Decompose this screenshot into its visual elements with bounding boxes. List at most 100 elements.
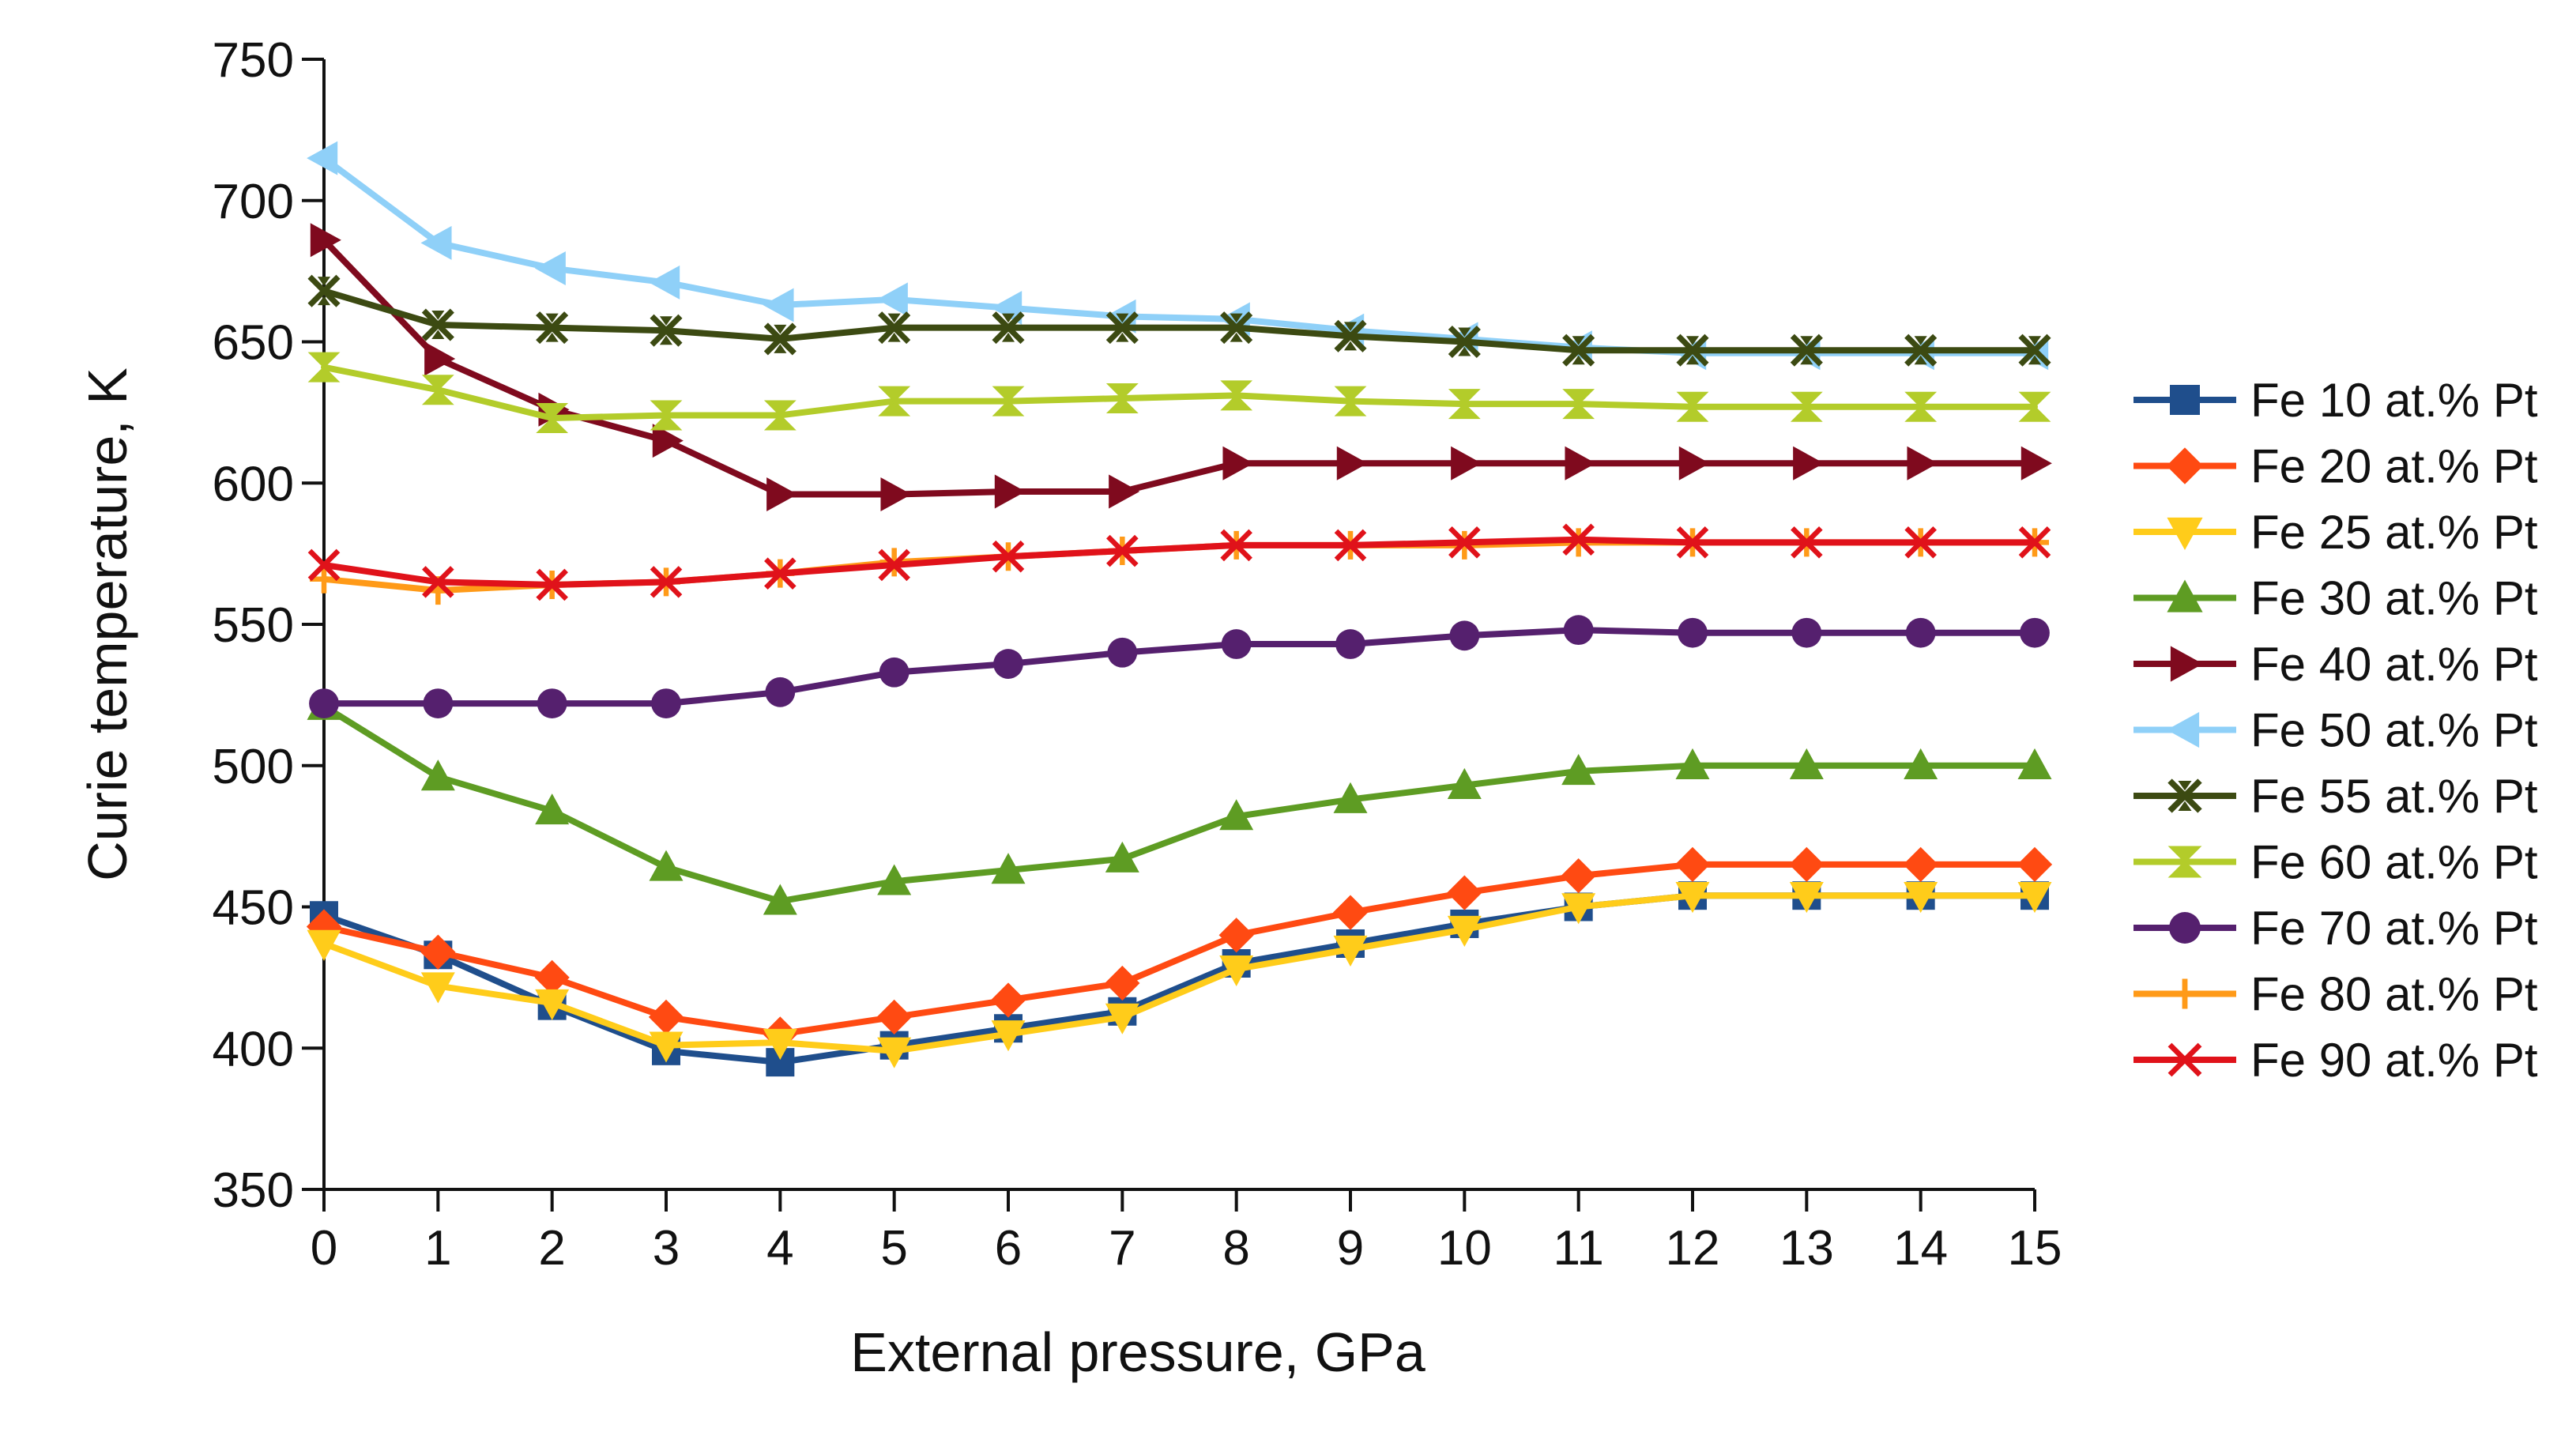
data-point [309,688,339,718]
data-point-cap [1230,313,1243,323]
x-tick-label: 1 [424,1221,451,1276]
x-tick-label: 0 [311,1221,337,1276]
data-point [1218,918,1254,953]
data-point [992,540,1025,573]
y-tick-label: 400 [213,1022,294,1076]
data-point [1334,386,1367,416]
data-point [876,282,908,317]
legend-label: Fe 80 at.% Pt [2250,968,2538,1021]
legend-entry: Fe 10 at.% Pt [2133,374,2538,427]
x-tick-label: 13 [1779,1221,1834,1276]
data-point [1674,846,1711,882]
data-point [1793,446,1825,481]
data-point [1221,629,1252,659]
series-line [321,861,2038,1038]
data-point [1789,748,1824,779]
data-point-cap [1685,336,1700,345]
data-point [537,688,567,718]
data-point [1105,965,1140,1001]
y-tick-label: 450 [213,881,294,936]
data-point [1675,882,1710,914]
y-tick-label: 550 [213,598,294,653]
data-point [652,424,684,458]
legend-entry: Fe 30 at.% Pt [2133,572,2538,625]
data-point [650,566,683,598]
legend-label: Fe 40 at.% Pt [2250,638,2538,691]
data-point-cap [1572,355,1585,365]
legend: Fe 10 at.% Pt Fe 20 at.% Pt Fe 25 at.% Pt F… [2133,374,2538,1087]
data-point [1565,446,1596,481]
data-point [310,223,341,258]
legend-marker [2170,385,2200,415]
data-point [1447,767,1482,799]
data-point [878,548,910,582]
y-tick-label: 600 [213,457,294,511]
data-point [1676,334,1709,367]
data-point [1789,846,1825,882]
legend-label: Fe 90 at.% Pt [2250,1034,2538,1087]
data-point [420,225,452,260]
data-point [991,853,1026,884]
data-point [1332,895,1369,930]
data-point [765,677,796,707]
series-4 [307,688,2052,915]
series-9 [309,615,2050,718]
y-tick-label: 650 [213,316,294,371]
series-8 [307,352,2051,434]
legend-marker [2167,1042,2202,1077]
data-point [763,322,797,356]
series-5 [310,223,2052,512]
y-axis-title: Curie temperature, K [77,367,138,881]
data-point [1105,1003,1139,1035]
data-point [994,474,1026,509]
data-point [1791,526,1823,559]
data-point-cap [431,311,445,320]
series-line [321,892,2038,1066]
legend-marker [2166,447,2204,484]
series-2 [306,846,2053,1052]
data-point [1904,526,1937,559]
data-point-cap [1914,336,1927,345]
data-point-cap [2028,336,2042,345]
data-point [421,375,454,405]
series-line [321,892,2038,1054]
legend-marker [2169,912,2201,944]
data-point [536,403,569,434]
data-point [878,311,911,345]
x-tick-label: 10 [1437,1221,1492,1276]
data-point [1220,529,1252,562]
data-point [650,314,683,347]
data-point [1903,846,1938,882]
y-tick-label: 500 [213,740,294,794]
data-point [2021,446,2052,481]
legend-entry: Fe 80 at.% Pt [2133,968,2538,1021]
data-point [1678,617,1708,648]
data-point [1790,391,1823,422]
data-point [2018,526,2051,559]
data-point [649,265,680,300]
data-point [876,999,912,1035]
series-1 [310,881,2049,1077]
x-tick-label: 11 [1553,1221,1603,1276]
data-point [650,400,683,431]
series-6 [307,141,2049,371]
data-point [1335,629,1365,659]
data-point-cap [1458,327,1471,337]
data-point [1561,754,1596,786]
data-point [307,141,338,175]
data-point [990,982,1026,1018]
x-tick-label: 7 [1109,1221,1135,1276]
series-11 [307,523,2051,601]
data-point [1333,782,1368,813]
data-point [1561,858,1596,894]
series-line [321,288,2038,354]
data-point [535,793,570,825]
data-point-cap [545,332,559,342]
data-point-cap [887,313,901,323]
data-point [307,352,341,383]
legend-entry: Fe 20 at.% Pt [2133,440,2538,493]
data-point [535,989,570,1020]
data-point-cap [431,330,445,340]
